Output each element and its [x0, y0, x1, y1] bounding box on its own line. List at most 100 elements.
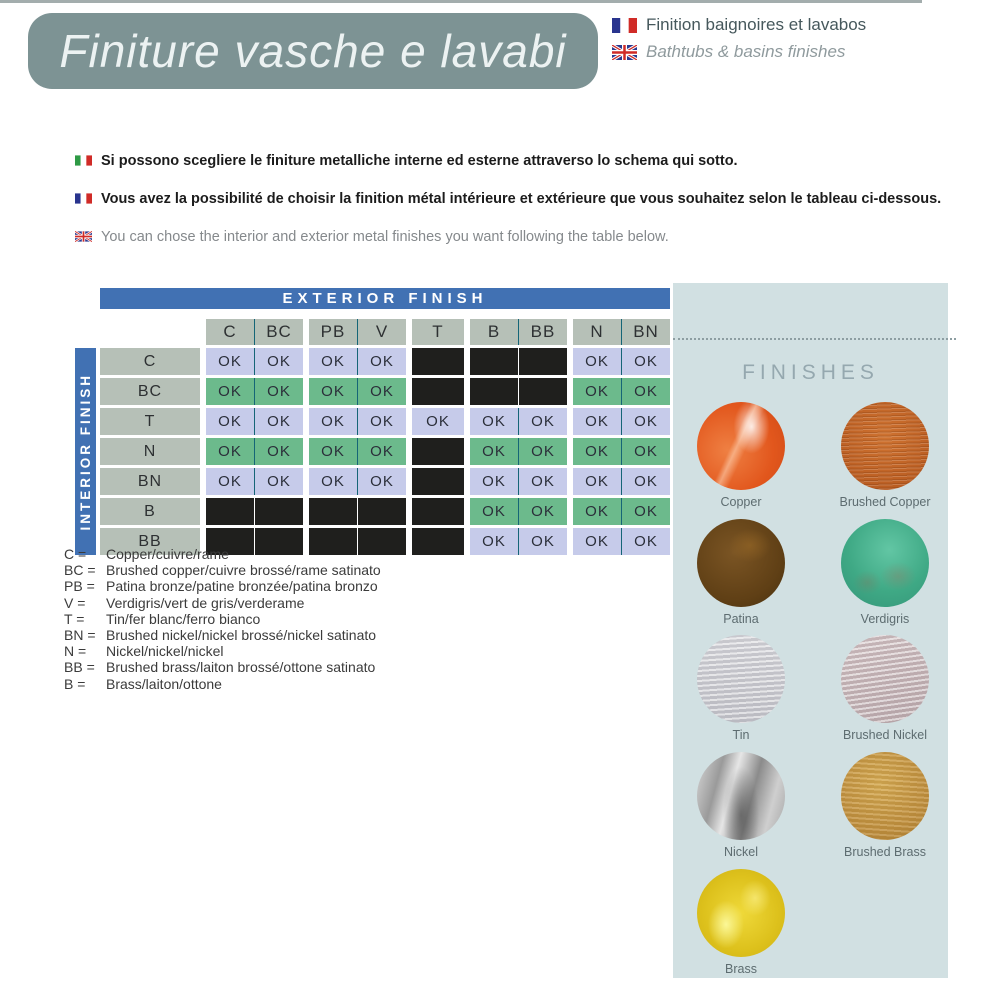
- cell-group: OK OK: [573, 438, 670, 465]
- column-header-cell: PB: [309, 319, 357, 345]
- matrix-cell: OK: [622, 408, 670, 435]
- finish-swatch-label: Copper: [720, 495, 762, 509]
- matrix-cell: OK: [309, 378, 357, 405]
- matrix-cell: OK: [573, 348, 621, 375]
- brushed-copper-swatch-image: [841, 402, 929, 490]
- matrix-cell: [519, 348, 567, 375]
- matrix-cell: [412, 348, 464, 375]
- matrix-cell: OK: [206, 348, 254, 375]
- matrix-cell: OK: [470, 438, 518, 465]
- finish-swatch: Brushed Nickel: [825, 635, 945, 742]
- matrix-cell: OK: [255, 408, 303, 435]
- cell-divider: [254, 378, 255, 405]
- cell-group: OK: [412, 408, 464, 435]
- cell-divider: [254, 468, 255, 495]
- finish-code-legend: C = Copper/cuivre/rame BC = Brushed copper/…: [64, 546, 381, 692]
- cell-divider: [254, 498, 255, 525]
- cell-divider: [621, 438, 622, 465]
- legend-code: N =: [64, 643, 87, 660]
- matrix-cell: OK: [470, 468, 518, 495]
- finish-swatch-label: Brushed Copper: [839, 495, 931, 509]
- matrix-cell: OK: [206, 468, 254, 495]
- matrix-cell: OK: [206, 438, 254, 465]
- column-divider: [254, 319, 255, 345]
- cell-divider: [621, 498, 622, 525]
- finish-swatch: Brushed Copper: [825, 402, 945, 509]
- subtitle-french-label: Finition baignoires et lavabos: [646, 15, 867, 34]
- french-flag-icon: [75, 193, 92, 204]
- cell-group: [412, 528, 464, 555]
- row-label: BB: [100, 528, 200, 555]
- cell-group: [412, 438, 464, 465]
- copper-swatch-image: [697, 402, 785, 490]
- row-label: BN: [100, 468, 200, 495]
- brass-swatch-image: [697, 869, 785, 957]
- intro-italian-text: Si possono scegliere le finiture metalli…: [101, 153, 738, 169]
- cell-divider: [518, 468, 519, 495]
- column-header-group: N BN: [573, 319, 670, 345]
- cell-divider: [621, 348, 622, 375]
- legend-code: BC =: [64, 562, 96, 579]
- column-header-group: PB V: [309, 319, 406, 345]
- legend-item: C = Copper/cuivre/rame: [64, 546, 381, 562]
- matrix-cell: OK: [519, 498, 567, 525]
- finish-swatch-label: Brushed Nickel: [842, 728, 928, 742]
- matrix-cell: OK: [309, 438, 357, 465]
- cell-group: OK OK: [573, 498, 670, 525]
- matrix-cell: OK: [309, 468, 357, 495]
- legend-text: Brushed brass/laiton brossé/ottone satin…: [106, 659, 376, 676]
- italian-flag-icon: [75, 155, 92, 166]
- cell-group: OK OK: [206, 378, 303, 405]
- legend-item: V = Verdigris/vert de gris/verderame: [64, 595, 381, 611]
- matrix-cell: OK: [358, 348, 406, 375]
- matrix-cell: [206, 528, 254, 555]
- cell-group: OK OK: [309, 468, 406, 495]
- legend-text: Verdigris/vert de gris/verderame: [106, 594, 305, 611]
- exterior-finish-label: EXTERIOR FINISH: [282, 290, 488, 307]
- cell-group: [470, 378, 567, 405]
- finishes-panel: FINISHES Copper Brushed Copper Patina Verdi…: [673, 283, 956, 978]
- finish-swatch-label: Verdigris: [860, 612, 910, 626]
- cell-divider: [357, 528, 358, 555]
- column-header-cell: N: [573, 319, 621, 345]
- matrix-cell: OK: [309, 408, 357, 435]
- cell-group: [412, 468, 464, 495]
- finish-swatch: Brushed Brass: [825, 752, 945, 859]
- column-header-cell: BC: [255, 319, 303, 345]
- matrix-cell: [309, 498, 357, 525]
- matrix-cell: OK: [622, 438, 670, 465]
- matrix-cell: OK: [255, 348, 303, 375]
- matrix-cell: [412, 528, 464, 555]
- cell-divider: [254, 348, 255, 375]
- matrix-cell: [255, 528, 303, 555]
- cell-group: OK OK: [206, 408, 303, 435]
- finish-swatch: Patina: [681, 519, 801, 626]
- nickel-swatch-image: [697, 752, 785, 840]
- matrix-cell: OK: [573, 498, 621, 525]
- cell-group: [309, 498, 406, 525]
- brushed-brass-swatch-image: [841, 752, 929, 840]
- cell-group: OK OK: [206, 348, 303, 375]
- matrix-cell: OK: [206, 378, 254, 405]
- cell-group: OK OK: [470, 408, 567, 435]
- matrix-cell: [206, 498, 254, 525]
- table-row: T OK OK OK OK OK OK OK OK OK: [100, 408, 670, 435]
- matrix-cell: [358, 498, 406, 525]
- finish-swatch-label: Patina: [723, 612, 759, 626]
- brushed-nickel-swatch-image: [841, 635, 929, 723]
- finish-swatch: Verdigris: [825, 519, 945, 626]
- cell-group: OK OK: [309, 378, 406, 405]
- matrix-cell: [412, 468, 464, 495]
- finish-swatch-label: Brushed Brass: [844, 845, 926, 859]
- cell-divider: [357, 438, 358, 465]
- column-divider: [518, 319, 519, 345]
- cell-divider: [621, 468, 622, 495]
- cell-group: OK OK: [573, 408, 670, 435]
- intro-english-text: You can chose the interior and exterior …: [101, 229, 669, 245]
- interior-finish-label: INTERIOR FINISH: [78, 372, 93, 531]
- matrix-cell: OK: [206, 408, 254, 435]
- finish-swatch: Copper: [681, 402, 801, 509]
- column-header-cell: BN: [622, 319, 670, 345]
- page-title: Finiture vasche e lavabi: [59, 25, 567, 77]
